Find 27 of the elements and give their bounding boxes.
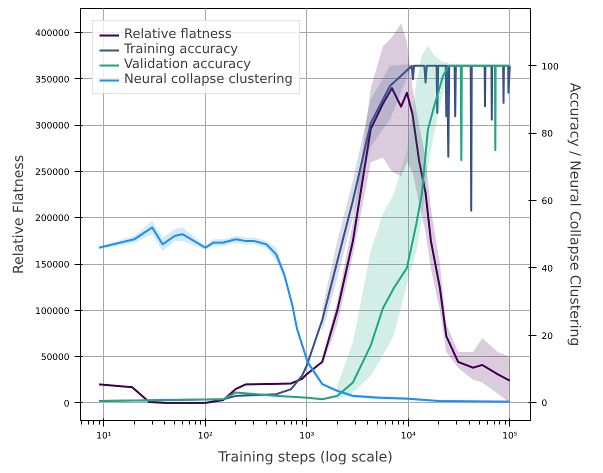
legend-label: Validation accuracy xyxy=(124,57,251,72)
y-tick-label: 50000 xyxy=(40,353,70,364)
y-tick-label: 200000 xyxy=(35,214,70,224)
y2-tick-label: 100 xyxy=(542,62,559,72)
x-tick-label: 10⁴ xyxy=(400,432,416,442)
x-tick-label: 10⁵ xyxy=(502,432,518,442)
y-tick-label: 0 xyxy=(64,399,70,410)
y2-axis-title: Accuracy / Neural Collapse Clustering xyxy=(566,82,583,346)
y-tick-label: 400000 xyxy=(35,29,70,40)
legend-label: Relative flatness xyxy=(124,27,232,42)
x-tick-label: 10² xyxy=(198,432,214,442)
y2-tick-label: 20 xyxy=(542,332,554,342)
x-tick-label: 10¹ xyxy=(96,432,112,442)
y-tick-label: 100000 xyxy=(35,306,70,317)
x-axis-title: Training steps (log scale) xyxy=(217,450,393,466)
x-tick-label: 10³ xyxy=(299,432,315,442)
y-tick-label: 250000 xyxy=(35,168,70,178)
y-tick-label: 150000 xyxy=(35,260,70,271)
y2-tick-label: 0 xyxy=(542,399,548,410)
y2-tick-label: 40 xyxy=(542,264,554,274)
legend-label: Neural collapse clustering xyxy=(124,72,293,87)
legend-label: Training accuracy xyxy=(124,42,238,57)
y2-tick-label: 60 xyxy=(542,197,554,208)
y-tick-label: 350000 xyxy=(35,75,70,86)
y-axis-title: Relative Flatness xyxy=(11,154,28,274)
y2-tick-label: 80 xyxy=(542,130,554,140)
y-tick-label: 300000 xyxy=(35,122,70,132)
